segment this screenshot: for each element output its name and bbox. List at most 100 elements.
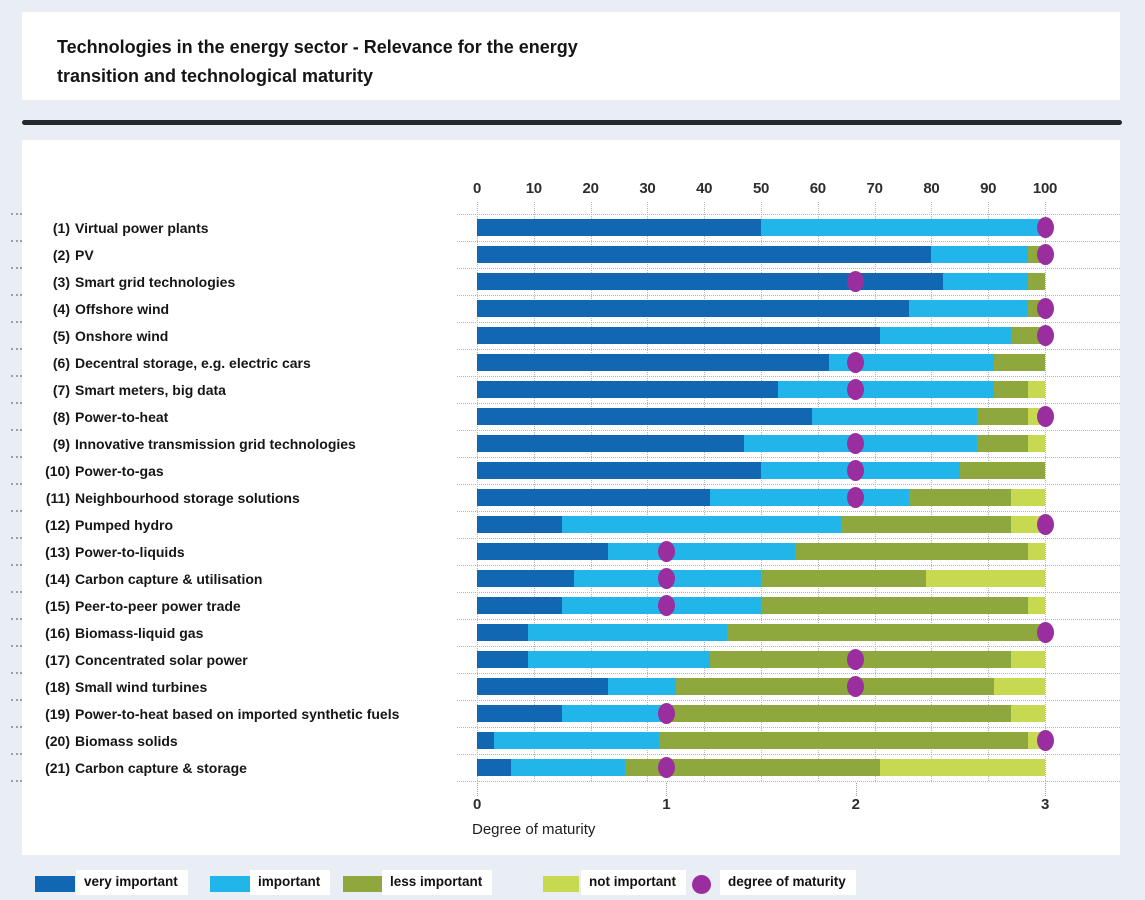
bar-segment-less-important — [726, 623, 1045, 641]
row-label-name: Power-to-liquids — [75, 543, 185, 560]
bar-row: (8) Power-to-heat — [22, 403, 1120, 430]
left-row-tick — [11, 537, 22, 539]
bar-track — [477, 596, 1045, 614]
bar-row: (12) Pumped hydro — [22, 511, 1120, 538]
bar-track — [477, 434, 1045, 452]
row-label: (7) Smart meters, big data — [28, 376, 226, 403]
row-label-name: Innovative transmission grid technologie… — [75, 435, 356, 452]
row-label-number: (3) — [52, 273, 70, 290]
bar-segment-not-important — [1010, 515, 1045, 533]
bar-segment-very-important — [477, 245, 932, 263]
row-label: (5) Onshore wind — [28, 322, 168, 349]
bar-track — [477, 326, 1045, 344]
row-label-number: (12) — [45, 516, 70, 533]
bottom-axis-tick — [666, 783, 668, 796]
bar-row: (10) Power-to-gas — [22, 457, 1120, 484]
row-label: (6) Decentral storage, e.g. electric cars — [28, 349, 311, 376]
top-axis-tick-label: 10 — [525, 180, 542, 197]
legend-label-less-important: less important — [382, 870, 493, 895]
gridline-horizontal — [457, 699, 1120, 701]
row-label-number: (21) — [45, 759, 70, 776]
bar-segment-important — [607, 677, 676, 695]
row-label-number: (5) — [52, 327, 70, 344]
bar-segment-not-important — [1027, 596, 1045, 614]
bar-track — [477, 380, 1045, 398]
bar-segment-not-important — [1027, 434, 1045, 452]
left-row-tick — [11, 483, 22, 485]
bar-segment-very-important — [477, 569, 574, 587]
row-label-number: (7) — [52, 381, 70, 398]
bar-segment-very-important — [477, 596, 563, 614]
maturity-dot — [847, 648, 865, 670]
row-label: (19) Power-to-heat based on imported synt… — [28, 700, 399, 727]
bar-segment-not-important — [1027, 542, 1045, 560]
gridline-horizontal — [457, 753, 1120, 755]
bar-segment-very-important — [477, 461, 761, 479]
row-label-name: Carbon capture & storage — [75, 759, 247, 776]
bar-segment-less-important — [993, 380, 1028, 398]
row-label-name: Peer-to-peer power trade — [75, 597, 241, 614]
bar-row: (11) Neighbourhood storage solutions — [22, 484, 1120, 511]
row-label-number: (14) — [45, 570, 70, 587]
row-label-name: Smart meters, big data — [75, 381, 226, 398]
bar-segment-very-important — [477, 353, 830, 371]
row-label: (2) PV — [28, 241, 94, 268]
bar-row: (7) Smart meters, big data — [22, 376, 1120, 403]
bar-segment-important — [528, 650, 710, 668]
bar-segment-important — [931, 245, 1028, 263]
row-label-name: Biomass-liquid gas — [75, 624, 204, 641]
bar-segment-important — [778, 380, 994, 398]
maturity-dot — [657, 756, 675, 778]
chart-card: 0 10 20 30 40 50 60 70 80 90 100 (1) Virtual power … — [22, 140, 1120, 855]
bar-track — [477, 218, 1045, 236]
left-row-tick — [11, 726, 22, 728]
row-label: (14) Carbon capture & utilisation — [28, 565, 262, 592]
bar-segment-very-important — [477, 407, 813, 425]
row-label-name: Offshore wind — [75, 300, 170, 317]
row-label-number: (1) — [52, 219, 70, 236]
bar-row: (6) Decentral storage, e.g. electric cars — [22, 349, 1120, 376]
left-row-tick — [11, 321, 22, 323]
maturity-dot — [847, 459, 865, 481]
bar-segment-less-important — [976, 434, 1028, 452]
bar-segment-important — [761, 218, 1045, 236]
bar-row: (19) Power-to-heat based on imported synt… — [22, 700, 1120, 727]
top-axis-tick-label: 0 — [472, 180, 482, 197]
maturity-dot — [1036, 513, 1054, 535]
maturity-dot — [1036, 297, 1054, 319]
row-label-name: Neighbourhood storage solutions — [75, 489, 300, 506]
left-row-tick — [11, 699, 22, 701]
row-label-number: (13) — [45, 543, 70, 560]
maturity-dot — [847, 432, 865, 454]
maturity-dot — [1036, 621, 1054, 643]
bar-segment-less-important — [959, 461, 1045, 479]
row-label-number: (18) — [45, 678, 70, 695]
row-label-number: (4) — [52, 300, 70, 317]
gridline-horizontal — [457, 375, 1120, 377]
top-axis-tick-label: 30 — [639, 180, 656, 197]
gridline-horizontal — [457, 780, 1120, 782]
row-label: (20) Biomass solids — [28, 727, 178, 754]
left-row-tick — [11, 618, 22, 620]
row-label-number: (9) — [52, 435, 70, 452]
row-label: (8) Power-to-heat — [28, 403, 168, 430]
row-label-name: Concentrated solar power — [75, 651, 248, 668]
gridline-horizontal — [457, 429, 1120, 431]
row-label-name: Small wind turbines — [75, 678, 208, 695]
bar-track — [477, 299, 1045, 317]
bar-segment-very-important — [477, 542, 608, 560]
bar-segment-less-important — [760, 569, 926, 587]
bar-segment-less-important — [760, 596, 1028, 614]
bar-segment-very-important — [477, 218, 761, 236]
bar-segment-very-important — [477, 758, 512, 776]
bar-track — [477, 704, 1045, 722]
gridline-horizontal — [457, 645, 1120, 647]
gridline-horizontal — [457, 402, 1120, 404]
top-axis-tick-label: 40 — [696, 180, 713, 197]
bar-segment-not-important — [1027, 380, 1045, 398]
bar-segment-less-important — [976, 407, 1028, 425]
bar-segment-very-important — [477, 650, 529, 668]
bar-segment-less-important — [993, 353, 1045, 371]
bar-segment-less-important — [664, 704, 1011, 722]
row-label-name: PV — [75, 246, 94, 263]
